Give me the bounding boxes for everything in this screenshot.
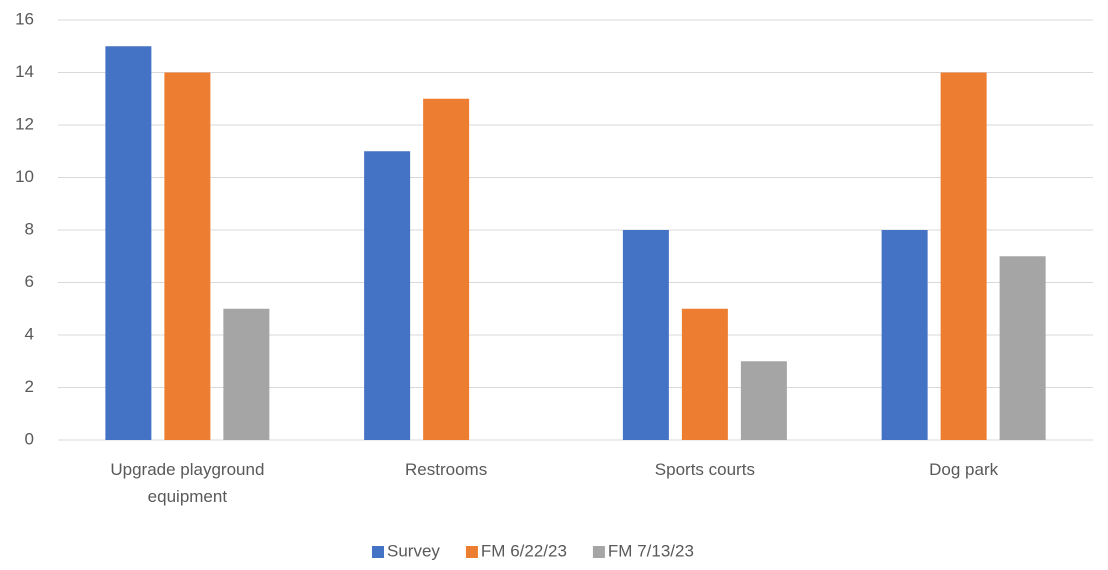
legend-swatch — [465, 546, 478, 558]
legend-label: FM 7/13/23 — [608, 541, 694, 560]
x-tick-label: Dog park — [929, 460, 999, 479]
legend-label: FM 6/22/23 — [481, 541, 567, 560]
y-tick-label: 12 — [15, 114, 34, 133]
y-tick-label: 16 — [15, 9, 34, 28]
bar — [105, 46, 152, 440]
y-tick-label: 4 — [25, 324, 34, 343]
legend-swatch — [592, 546, 605, 558]
x-tick-label: Restrooms — [405, 460, 488, 479]
x-tick-label: Sports courts — [654, 460, 755, 479]
bar — [223, 308, 270, 440]
y-tick-label: 0 — [25, 429, 34, 448]
bar — [423, 98, 470, 440]
bar — [622, 230, 669, 440]
y-tick-label: 6 — [25, 272, 34, 291]
y-tick-label: 2 — [25, 377, 34, 396]
y-tick-label: 10 — [15, 167, 34, 186]
bar — [881, 230, 928, 440]
y-tick-label: 8 — [25, 219, 34, 238]
y-tick-label: 14 — [15, 62, 34, 81]
legend-label: Survey — [387, 541, 440, 560]
bar — [164, 72, 211, 440]
bar — [364, 151, 411, 440]
x-tick-label: Upgrade playground equipment — [110, 460, 265, 506]
bar — [940, 72, 987, 440]
bar — [681, 308, 728, 440]
bar — [740, 361, 787, 440]
legend-swatch — [372, 546, 384, 558]
bar — [999, 256, 1046, 440]
